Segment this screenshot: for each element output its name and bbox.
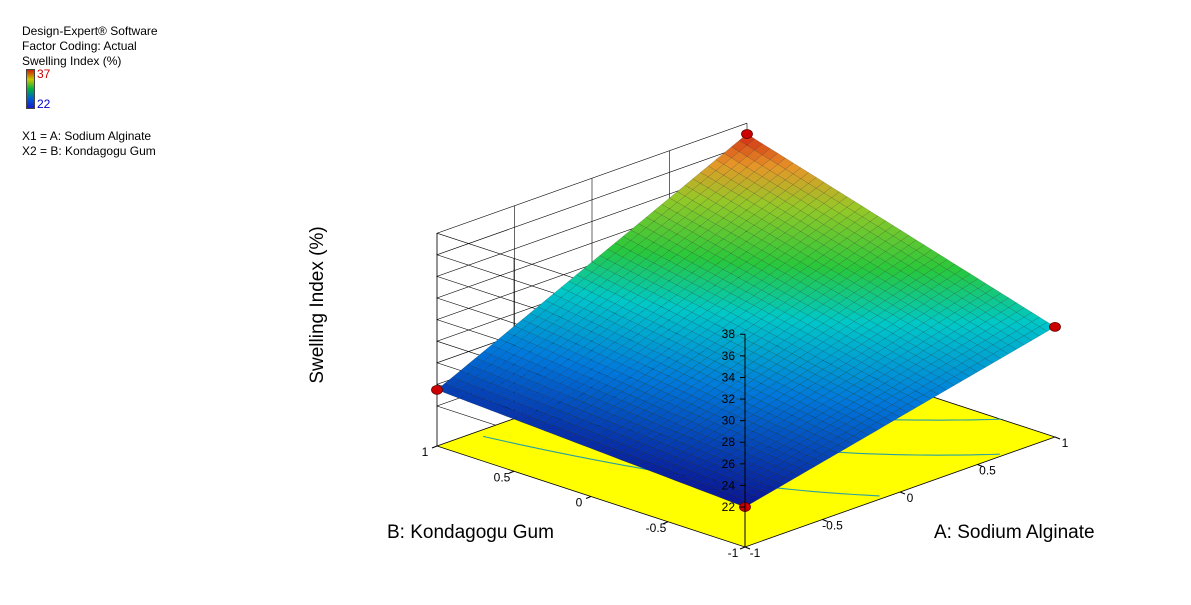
response-surface [436,133,1056,508]
z-tick-label: 32 [722,392,736,406]
z-tick-label: 34 [722,370,736,384]
response-label: Swelling Index (%) [22,54,122,68]
y-tick [585,496,592,499]
z-tick-label: 26 [722,457,736,471]
z-tick-label: 22 [722,500,736,514]
x-tick-label: 0.5 [979,464,996,478]
surface-cell [977,283,994,294]
y-tick-label: 0.5 [494,470,511,484]
x-tick-label: -1 [750,546,761,560]
x-tick [1054,436,1061,440]
factor-x1-label: X1 = A: Sodium Alginate [22,129,152,143]
y-tick-label: -1 [728,546,739,560]
surface-cell [869,215,886,227]
surface-cell [939,259,956,270]
legend-color-bar [26,69,35,109]
surface-cell [900,235,917,246]
info-block: Design-Expert® Software Factor Coding: A… [22,24,158,69]
z-tick-label: 24 [722,478,736,492]
x-tick-label: 0 [907,491,914,505]
x-tick [977,464,983,467]
x-tick [822,519,828,522]
factor-list: X1 = A: Sodium Alginate X2 = B: Kondagog… [22,129,156,159]
z-tick-label: 38 [722,327,736,341]
z-tick-label: 30 [722,414,736,428]
software-label: Design-Expert® Software [22,24,158,38]
design-point [1049,321,1061,332]
surface-cell [908,239,925,251]
x-tick [899,491,906,495]
surface-cell [823,186,840,198]
surface-cell [862,210,879,222]
surface-cell [1008,302,1025,313]
design-point [741,129,753,139]
y-tick [662,521,669,525]
y-tick-label: 0 [576,496,583,510]
y-tick-label: 1 [422,445,429,459]
design-point [431,384,443,395]
y-tick-label: -0.5 [646,521,667,535]
y-tick [739,546,746,550]
z-tick-label: 28 [722,435,736,449]
z-axis-title: Swelling Index (%) [307,226,328,383]
legend-min-value: 22 [37,97,51,111]
surface-cell [785,162,802,175]
x-axis-title: A: Sodium Alginate [934,522,1095,543]
y-tick [431,445,438,449]
factor-x2-label: X2 = B: Kondagogu Gum [22,144,156,158]
y-tick [508,470,515,474]
axes: 22 24 26 28 30 32 34 36 38 -1 -0.5 0 0.5 1 -1 -0.5 0 0.5 1 [422,327,1069,560]
x-tick-label: 1 [1062,436,1069,450]
x-tick-label: -0.5 [822,519,843,533]
y-axis-title: B: Kondagogu Gum [387,522,554,543]
x-tick [744,546,751,550]
factor-coding-label: Factor Coding: Actual [22,39,137,53]
legend-max-value: 37 [37,67,51,81]
z-tick-label: 36 [722,349,736,363]
